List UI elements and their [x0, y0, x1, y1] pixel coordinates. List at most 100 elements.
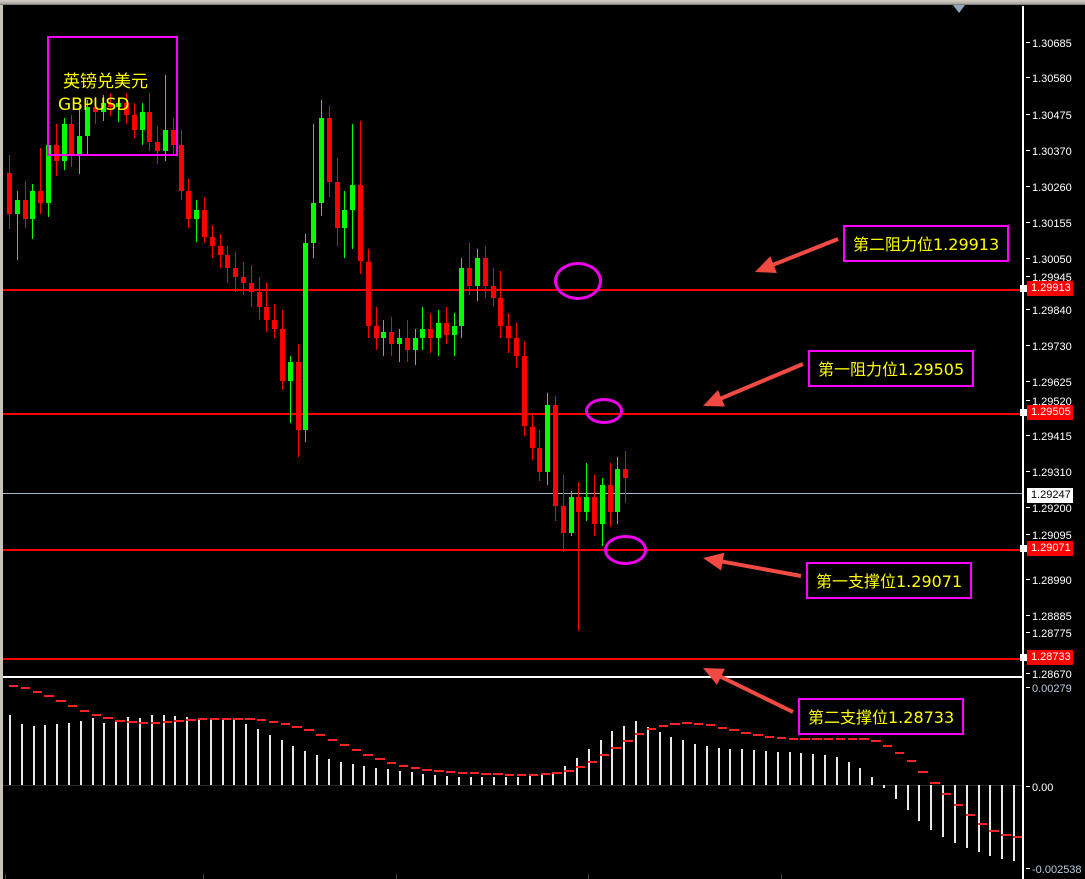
price-tick-label: 1.29095: [1032, 530, 1072, 542]
price-tag-resistance-1[interactable]: 1.29505: [1020, 405, 1073, 420]
indicator-signal-point: [646, 728, 650, 731]
price-tick: -0.002538: [1026, 864, 1082, 876]
price-tag-support-1[interactable]: 1.29071: [1020, 541, 1073, 556]
annotation-support-2[interactable]: 第二支撑位1.28733: [798, 698, 965, 735]
resistance-2-line[interactable]: [3, 289, 1022, 291]
indicator-signal-point: [298, 725, 302, 728]
indicator-signal-point: [931, 781, 935, 784]
indicator-signal-point: [388, 761, 392, 764]
indicator-signal-point: [835, 737, 839, 740]
indicator-signal-point: [69, 705, 73, 708]
indicator-signal-point: [887, 744, 891, 747]
indicator-histogram-bar: [457, 776, 460, 785]
indicator-signal-point: [921, 770, 925, 773]
indicator-signal-point: [164, 721, 168, 724]
indicator-histogram-bar: [859, 768, 862, 785]
indicator-histogram-bar: [906, 784, 909, 811]
price-tick: 1.28670: [1026, 669, 1072, 681]
indicator-signal-point: [685, 722, 689, 725]
indicator-signal-point: [91, 714, 95, 716]
price-tick-label: 1.30155: [1032, 218, 1072, 230]
marker-ellipse-resistance-1: [585, 398, 623, 424]
indicator-signal-point: [12, 684, 16, 687]
indicator-signal-point: [698, 722, 702, 725]
indicator-signal-point: [481, 772, 485, 775]
indicator-histogram-bar: [646, 726, 649, 785]
indicator-signal-point: [332, 739, 336, 742]
indicator-signal-point: [744, 731, 748, 734]
annotation-support-1[interactable]: 第一支撑位1.29071: [806, 562, 973, 599]
indicator-signal-point: [56, 700, 60, 703]
price-tick: 1.30155: [1026, 218, 1072, 230]
indicator-signal-point: [800, 738, 804, 741]
indicator-signal-point: [353, 749, 357, 752]
indicator-signal-point: [190, 719, 194, 722]
indicator-signal-point: [469, 772, 473, 775]
support-1-line[interactable]: [3, 549, 1022, 551]
indicator-signal-point: [116, 719, 120, 722]
indicator-signal-point: [224, 717, 228, 720]
indicator-signal-point: [850, 737, 854, 740]
indicator-signal-point: [742, 731, 746, 734]
price-tag-handle[interactable]: [1020, 654, 1027, 661]
indicator-signal-point: [1002, 833, 1006, 836]
indicator-signal-point: [505, 773, 509, 776]
indicator-signal-point: [165, 721, 169, 724]
price-tag-support-2[interactable]: 1.28733: [1020, 650, 1073, 665]
indicator-histogram-bar: [670, 736, 673, 785]
annotation-resistance-1[interactable]: 第一阻力位1.29505: [808, 350, 975, 387]
price-scale[interactable]: 1.30685 1.30580 1.30475 1.30370 1.30260 1.301…: [1020, 6, 1085, 879]
indicator-histogram-bar: [564, 765, 567, 785]
indicator-signal-point: [650, 728, 653, 731]
indicator-signal-point: [307, 729, 311, 732]
indicator-signal-point: [720, 726, 724, 729]
indicator-signal-point: [982, 822, 986, 825]
indicator-gridline: [5, 874, 6, 879]
support-2-line[interactable]: [3, 658, 1022, 660]
indicator-signal-point: [39, 690, 43, 693]
tick-dash: [1026, 186, 1030, 187]
indicator-signal-point: [390, 761, 394, 764]
indicator-signal-point: [823, 737, 827, 740]
price-tick-label: 1.28670: [1032, 669, 1072, 681]
resistance-1-line[interactable]: [3, 413, 1022, 415]
indicator-signal-point: [884, 744, 888, 747]
indicator-signal-point: [842, 737, 846, 740]
price-tick-label: 1.30370: [1032, 146, 1072, 158]
indicator-signal-point: [79, 709, 83, 712]
indicator-signal-point: [228, 717, 231, 720]
indicator-signal-point: [908, 760, 912, 763]
indicator-signal-point: [462, 772, 466, 775]
indicator-signal-point: [1019, 836, 1022, 839]
indicator-signal-point: [732, 729, 736, 732]
price-tick: 1.29840: [1026, 305, 1072, 317]
indicator-signal-point: [756, 733, 760, 736]
indicator-histogram-bar: [339, 761, 342, 785]
indicator-signal-point: [805, 738, 809, 741]
indicator-signal-point: [327, 739, 331, 742]
indicator-signal-point: [474, 772, 478, 775]
indicator-signal-point: [175, 720, 179, 723]
indicator-zero-line: [3, 784, 1022, 786]
price-tick: 0.00279: [1026, 683, 1072, 695]
price-tag-resistance-2[interactable]: 1.29913: [1020, 281, 1073, 296]
indicator-histogram-bar: [800, 752, 803, 785]
indicator-signal-point: [968, 814, 972, 817]
indicator-signal-point: [872, 740, 876, 743]
annotation-resistance-2-arrow: [755, 237, 839, 273]
price-tag-handle[interactable]: [1020, 409, 1027, 416]
indicator-signal-point: [32, 690, 36, 693]
price-tag-handle[interactable]: [1020, 285, 1027, 292]
indicator-signal-point: [35, 690, 39, 693]
indicator-signal-point: [261, 719, 265, 722]
price-chart-pane[interactable]: 英镑兑美元 GBPUSD 第二阻力位1.29913 第一阻力位1.29505 第一支…: [3, 6, 1022, 879]
indicator-signal-point: [528, 773, 532, 776]
annotation-resistance-2[interactable]: 第二阻力位1.29913: [843, 225, 1010, 262]
indicator-signal-point: [486, 772, 490, 775]
indicator-histogram-bar: [327, 758, 330, 785]
indicator-histogram-bar: [138, 717, 141, 785]
indicator-signal-point: [672, 723, 676, 726]
indicator-signal-point: [965, 814, 969, 817]
price-tag-handle[interactable]: [1020, 545, 1027, 552]
indicator-signal-point: [121, 719, 125, 722]
